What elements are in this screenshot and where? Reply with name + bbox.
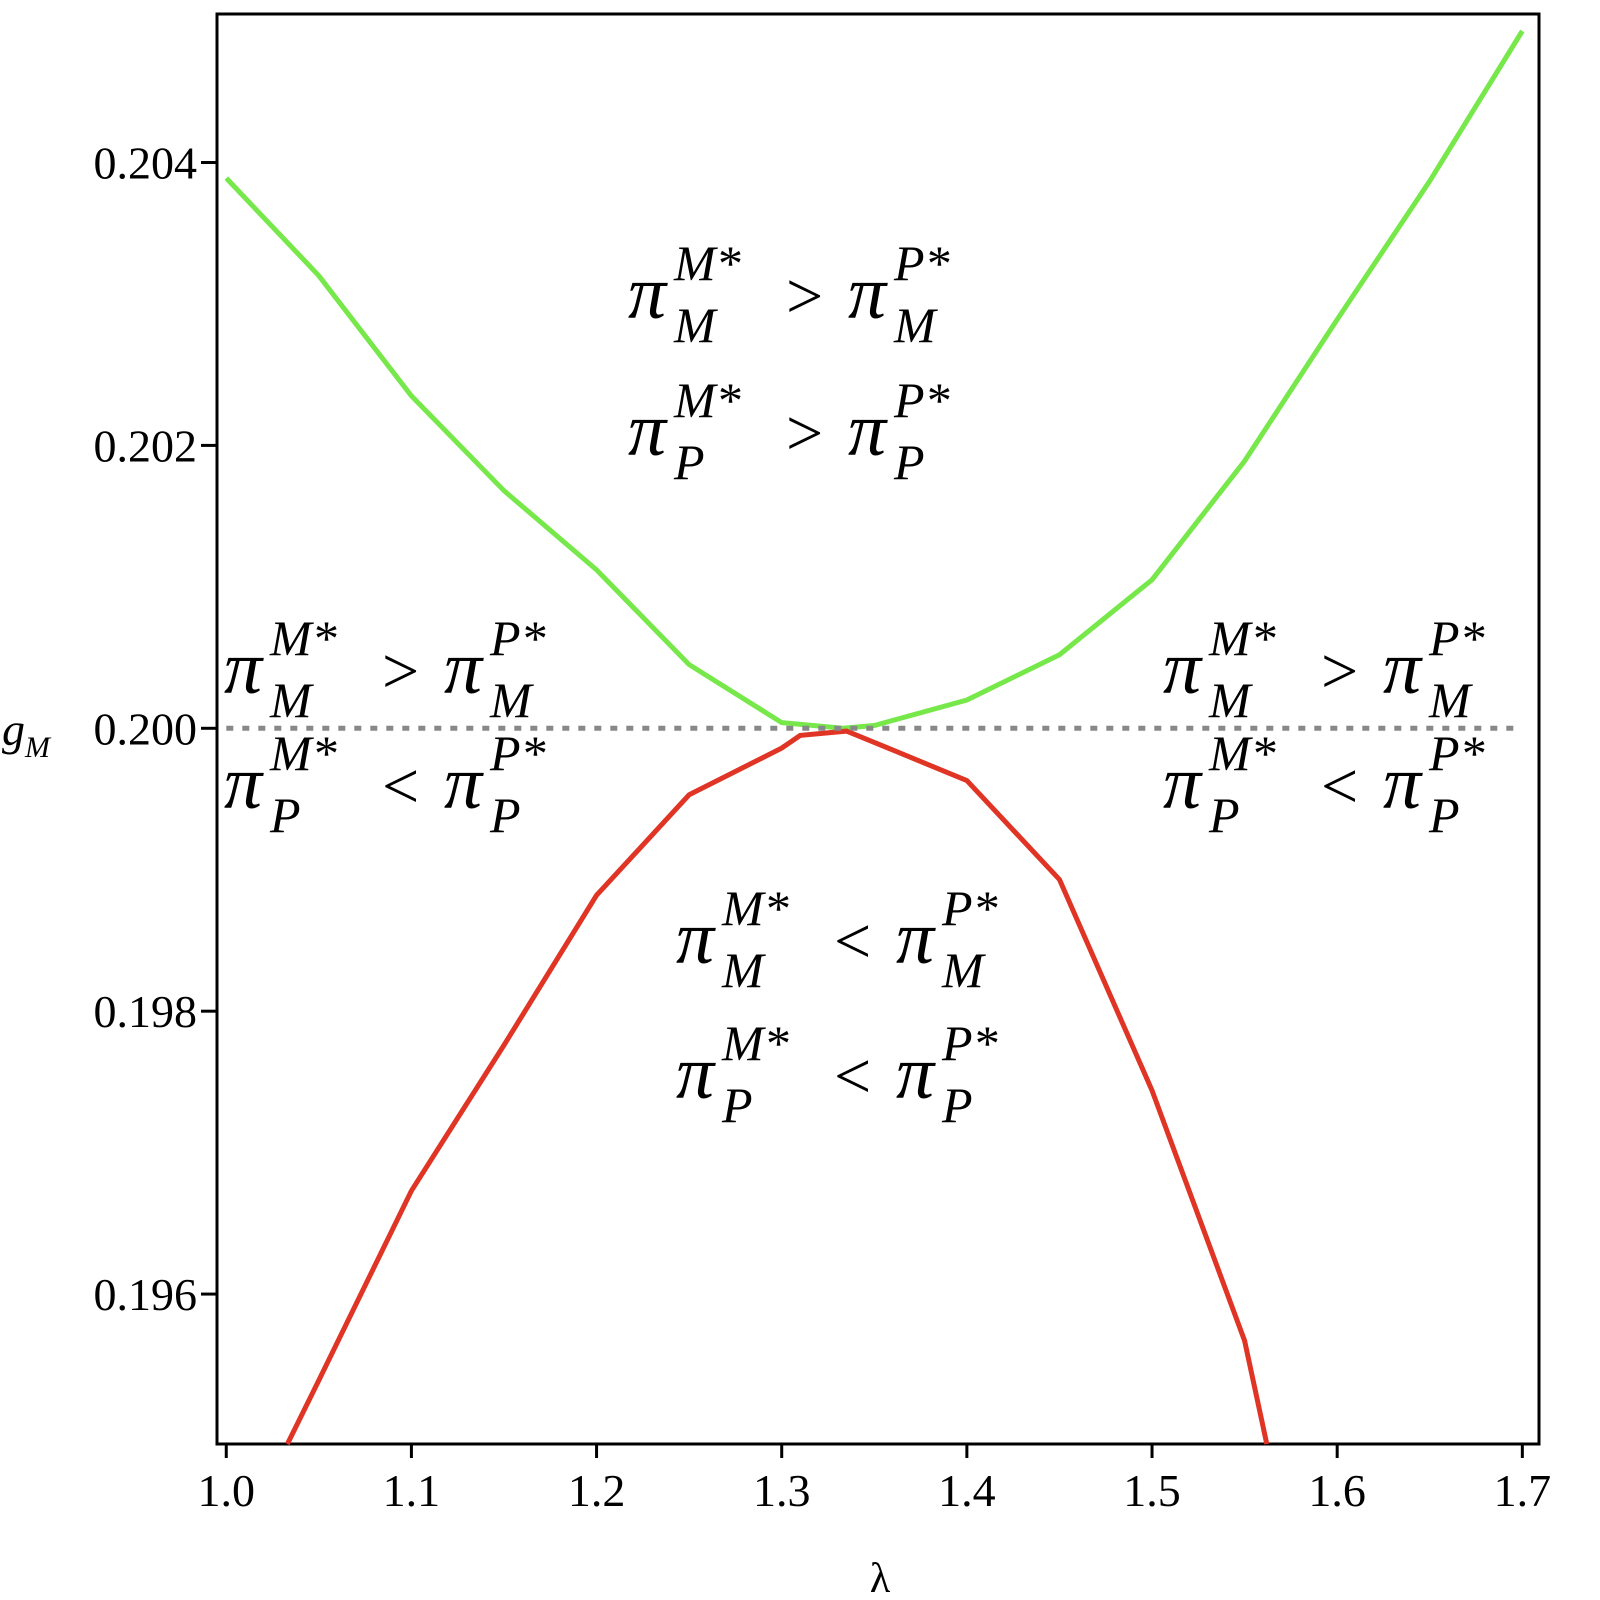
annotation-sub: P — [941, 1077, 973, 1133]
annotation-sub: M — [489, 672, 534, 728]
annotation-symbol: π — [1163, 741, 1203, 825]
annotation-sub: P — [1208, 787, 1240, 843]
annotation-op: > — [1321, 635, 1358, 708]
annotation-sup: M* — [721, 880, 789, 936]
annotation-symbol: π — [444, 741, 484, 825]
annotation-symbol: π — [224, 741, 264, 825]
plot-frame — [215, 12, 1541, 1446]
annotation-sup: P* — [893, 235, 950, 291]
annotation-symbol: π — [444, 626, 484, 710]
annotation-sub: P — [489, 787, 521, 843]
annotation-sub: M — [269, 672, 314, 728]
annotation-sup: M* — [269, 610, 337, 666]
annotation-sub: M — [1208, 672, 1253, 728]
annotation-sup: M* — [721, 1015, 789, 1071]
annotation-sub: M — [893, 297, 938, 353]
x-tick-label: 1.2 — [568, 1465, 626, 1516]
x-tick-label: 1.5 — [1123, 1465, 1181, 1516]
x-axis-label: λ — [870, 1556, 891, 1600]
x-tick-label: 1.3 — [753, 1465, 811, 1516]
y-axis-label: gM — [2, 704, 52, 764]
annotation-op: < — [834, 1040, 871, 1113]
annotation-symbol: π — [676, 896, 716, 980]
annotation-symbol: π — [1383, 626, 1423, 710]
annotation-sup: P* — [941, 880, 998, 936]
y-tick-label: 0.200 — [94, 703, 198, 754]
annotation-symbol: π — [628, 388, 668, 472]
annotation-op: > — [786, 260, 823, 333]
annotation-sub: M — [1428, 672, 1473, 728]
annotation-sub: P — [269, 787, 301, 843]
y-tick-label: 0.204 — [94, 138, 198, 189]
annotation-symbol: π — [896, 896, 936, 980]
annotation-op: < — [1321, 750, 1358, 823]
annotation-sup: P* — [1428, 610, 1485, 666]
annotation-symbol: π — [848, 251, 888, 335]
annotation-sup: M* — [673, 372, 741, 428]
annotation-sub: P — [893, 434, 925, 490]
annotation-sup: P* — [893, 372, 950, 428]
annotation-op: < — [834, 905, 871, 978]
annotation-sub: M — [941, 942, 986, 998]
x-tick-label: 1.4 — [938, 1465, 996, 1516]
annotation-symbol: π — [896, 1031, 936, 1115]
annotation-sup: M* — [1208, 725, 1276, 781]
annotation-sup: P* — [489, 725, 546, 781]
annotation-op: < — [382, 750, 419, 823]
annotation-sup: P* — [1428, 725, 1485, 781]
x-tick-label: 1.1 — [383, 1465, 441, 1516]
curve — [224, 29, 1525, 731]
annotation-sup: M* — [1208, 610, 1276, 666]
annotation-sub: M — [721, 942, 766, 998]
annotation-symbol: π — [628, 251, 668, 335]
annotation-sub: P — [1428, 787, 1460, 843]
annotation-symbol: π — [224, 626, 264, 710]
annotation-sub: P — [721, 1077, 753, 1133]
annotation-symbol: π — [676, 1031, 716, 1115]
annotation-symbol: π — [848, 388, 888, 472]
x-tick-label: 1.0 — [198, 1465, 256, 1516]
annotation-sub: P — [673, 434, 705, 490]
annotation-op: > — [382, 635, 419, 708]
annotation-sup: M* — [673, 235, 741, 291]
y-tick-label: 0.196 — [94, 1269, 198, 1320]
y-label-main: g — [2, 704, 25, 755]
curve — [285, 728, 1270, 1446]
annotation-sup: P* — [941, 1015, 998, 1071]
x-tick-label: 1.6 — [1308, 1465, 1366, 1516]
y-tick-label: 0.198 — [94, 986, 198, 1037]
annotation-sup: M* — [269, 725, 337, 781]
x-tick-label: 1.7 — [1494, 1465, 1552, 1516]
annotation-symbol: π — [1383, 741, 1423, 825]
annotation-sup: P* — [489, 610, 546, 666]
annotation-op: > — [786, 397, 823, 470]
y-label-sub: M — [24, 731, 52, 764]
annotation-sub: M — [673, 297, 718, 353]
annotation-symbol: π — [1163, 626, 1203, 710]
y-tick-label: 0.202 — [94, 420, 198, 471]
